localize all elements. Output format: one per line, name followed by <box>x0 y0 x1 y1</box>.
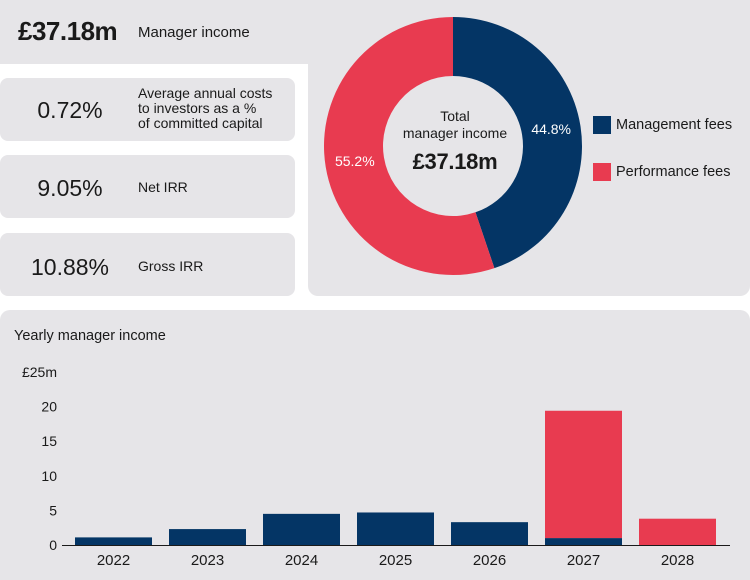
y-tick-label: 20 <box>41 399 57 415</box>
bar-2022-management <box>75 537 152 545</box>
legend-swatch-management <box>593 116 611 134</box>
bar-2024-management <box>263 513 340 545</box>
legend-label-performance: Performance fees <box>616 164 731 180</box>
yearly-bar-chart: 0 5 10 15 20 £25m 2022 2023 2024 2025 2026 2027 2028 <box>22 364 730 569</box>
bar-2026-management <box>451 522 528 545</box>
chart-title: Yearly manager income <box>14 328 166 344</box>
stat-panel-gross-irr <box>0 233 295 296</box>
stat-panel-costs <box>0 78 295 141</box>
stat-value-net-irr: 9.05% <box>37 175 103 201</box>
stat-value-costs: 0.72% <box>37 97 103 123</box>
y-tick-label: 15 <box>41 433 57 449</box>
donut-title-line-1: Total <box>440 108 470 124</box>
headline-label: Manager income <box>138 24 250 41</box>
stat-panel-net-irr <box>0 155 295 218</box>
y-tick-label: £25m <box>22 364 57 380</box>
bar-2027-performance <box>545 410 622 539</box>
bar-2027-management <box>545 538 622 545</box>
stat-label-gross-irr: Gross IRR <box>138 258 204 274</box>
donut-slice-performance-fees <box>323 17 495 276</box>
x-tick-label-2023: 2023 <box>191 552 224 569</box>
x-tick-label-2027: 2027 <box>567 552 600 569</box>
y-tick-label: 0 <box>49 537 57 553</box>
bar-2025-management <box>357 512 434 545</box>
bar-2023-management <box>169 529 246 545</box>
legend-label-management: Management fees <box>616 117 733 133</box>
x-tick-label-2028: 2028 <box>661 552 694 569</box>
donut-slice-management-fees <box>453 17 582 269</box>
x-tick-label-2024: 2024 <box>285 552 318 569</box>
stat-value-gross-irr: 10.88% <box>30 254 109 280</box>
y-tick-label: 5 <box>49 502 57 518</box>
x-tick-label-2022: 2022 <box>97 552 130 569</box>
headline-value: £37.18m <box>18 16 118 46</box>
x-tick-label-2025: 2025 <box>379 552 412 569</box>
donut-chart <box>323 17 582 276</box>
donut-center: Total manager income £37.18m <box>385 108 525 175</box>
donut-label-performance-fees: 55.2% <box>334 153 375 170</box>
donut-total: £37.18m <box>412 149 498 174</box>
bar-2028-performance <box>639 518 716 545</box>
stat-label-net-irr: Net IRR <box>138 179 188 195</box>
stat-label-costs: Average annual costs to investors as a %… <box>138 85 273 131</box>
donut-title-line-2: manager income <box>402 125 508 141</box>
donut-label-management-fees: 44.8% <box>531 120 572 137</box>
y-tick-label: 10 <box>41 468 57 484</box>
x-tick-label-2026: 2026 <box>473 552 506 569</box>
legend-swatch-performance <box>593 163 611 181</box>
